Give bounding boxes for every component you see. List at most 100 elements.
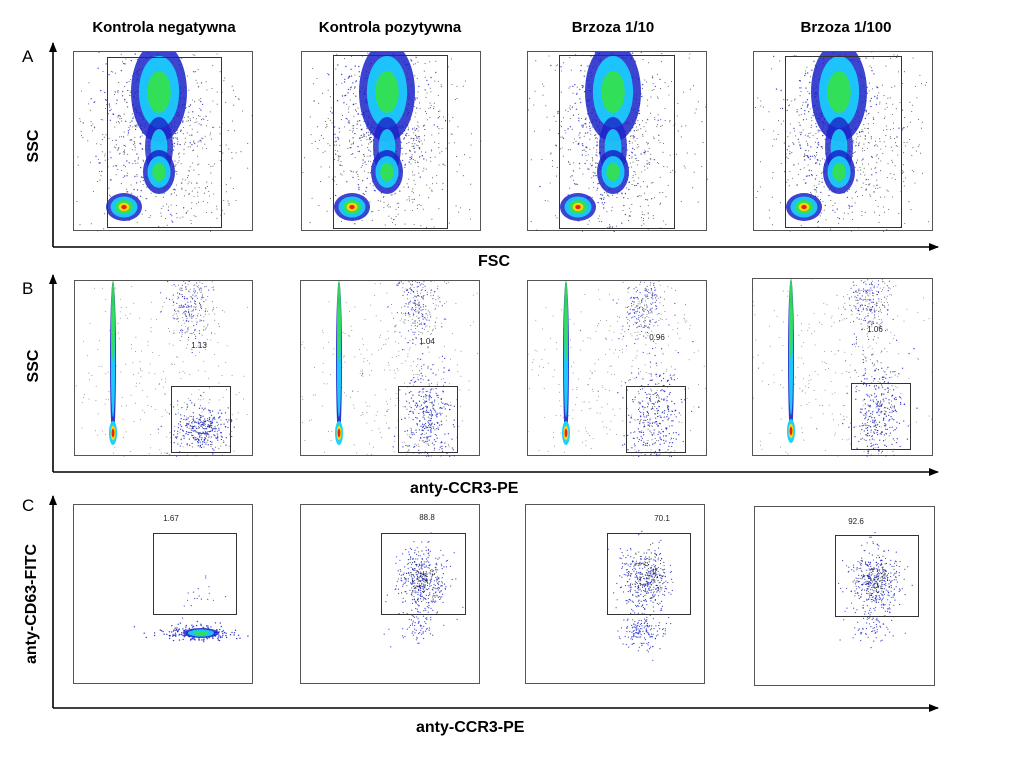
event-dot <box>799 168 801 170</box>
event-dot <box>351 171 353 173</box>
event-dot <box>910 209 912 211</box>
event-dot <box>557 112 559 114</box>
event-dot <box>896 57 898 59</box>
event-dot <box>883 211 886 213</box>
event-dot <box>579 167 581 169</box>
event-dot <box>115 144 117 146</box>
event-dot <box>184 282 186 284</box>
event-dot <box>193 140 195 142</box>
event-dot <box>140 369 141 371</box>
event-dot <box>594 172 596 174</box>
event-dot <box>97 67 99 69</box>
event-dot <box>180 287 182 289</box>
event-dot <box>592 171 594 173</box>
event-dot <box>131 120 133 122</box>
event-dot <box>680 200 682 203</box>
event-dot <box>425 168 427 170</box>
event-dot <box>815 191 817 193</box>
event-dot <box>903 185 905 187</box>
event-dot <box>208 409 210 410</box>
event-dot <box>762 106 764 108</box>
event-dot <box>122 418 124 420</box>
event-dot <box>176 318 178 319</box>
event-dot <box>367 147 369 149</box>
event-dot <box>633 130 635 132</box>
event-dot <box>124 120 127 123</box>
event-dot <box>414 63 416 65</box>
event-dot <box>920 127 923 129</box>
event-dot <box>119 152 121 154</box>
event-dot <box>170 404 172 406</box>
event-dot <box>429 187 431 189</box>
event-dot <box>663 166 665 168</box>
event-dot <box>437 117 439 119</box>
event-dot <box>191 182 193 184</box>
event-dot <box>909 101 911 103</box>
event-dot <box>352 171 354 173</box>
event-dot <box>187 433 189 436</box>
event-dot <box>182 370 184 372</box>
event-dot <box>204 143 206 145</box>
event-dot <box>192 418 194 421</box>
event-dot <box>177 430 179 433</box>
event-dot <box>203 421 205 423</box>
event-dot <box>399 190 401 192</box>
event-dot <box>415 139 417 141</box>
event-dot <box>203 439 205 441</box>
event-dot <box>868 90 870 92</box>
event-dot <box>357 145 359 148</box>
event-dot <box>115 365 117 367</box>
event-dot <box>879 186 881 189</box>
event-dot <box>199 115 201 117</box>
event-dot <box>872 57 874 59</box>
event-dot <box>327 117 329 119</box>
event-dot <box>851 205 853 207</box>
event-dot <box>165 409 166 411</box>
event-dot <box>640 128 642 130</box>
event-dot <box>174 160 176 162</box>
event-dot <box>225 361 227 363</box>
event-dot <box>439 110 441 112</box>
event-dot <box>177 284 179 286</box>
event-dot <box>187 431 190 434</box>
event-dot <box>150 434 151 436</box>
event-dot <box>206 441 208 443</box>
event-dot <box>871 157 873 159</box>
event-dot <box>196 182 198 184</box>
event-dot <box>125 363 127 365</box>
event-dot <box>109 151 111 153</box>
event-dot <box>126 188 128 190</box>
event-dot <box>633 171 635 173</box>
event-dot <box>654 119 656 121</box>
event-dot <box>213 416 215 418</box>
event-dot <box>104 153 106 155</box>
event-dot <box>166 203 168 205</box>
event-dot <box>579 98 581 100</box>
event-dot <box>814 157 816 159</box>
event-dot <box>628 215 630 217</box>
event-dot <box>415 112 417 114</box>
event-dot <box>197 191 199 193</box>
event-dot <box>329 145 331 147</box>
event-dot <box>788 145 790 147</box>
event-dot <box>779 202 781 204</box>
event-dot <box>631 142 633 144</box>
event-dot <box>202 138 204 140</box>
event-dot <box>359 75 361 77</box>
event-dot <box>185 311 187 313</box>
event-dot <box>865 57 867 60</box>
event-dot <box>653 159 656 161</box>
event-dot <box>893 174 895 176</box>
event-dot <box>195 427 198 430</box>
event-dot <box>539 185 541 188</box>
event-dot <box>419 156 421 158</box>
event-dot <box>132 362 134 364</box>
event-dot <box>693 85 695 87</box>
event-dot <box>870 67 872 69</box>
event-dot <box>182 329 184 331</box>
event-dot <box>578 134 580 136</box>
event-dot <box>857 136 859 138</box>
event-dot <box>320 135 322 137</box>
density-blob <box>380 162 394 182</box>
event-dot <box>160 292 162 294</box>
